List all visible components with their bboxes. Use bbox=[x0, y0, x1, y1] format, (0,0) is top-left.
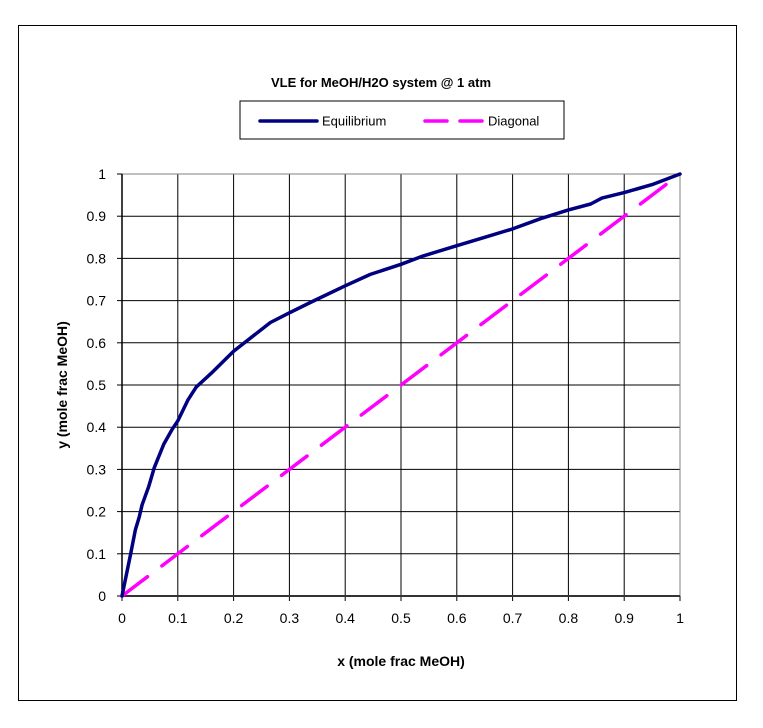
plot-area: 0 0.1 0.2 0.3 0.4 0.5 0.6 0.7 0.8 0.9 1 0 0.1 0.2 0.3 0… bbox=[87, 166, 685, 626]
legend-label: Equilibrium bbox=[322, 114, 386, 129]
y-tick-label: 0.1 bbox=[87, 546, 107, 562]
legend-label: Diagonal bbox=[488, 114, 539, 129]
y-tick-label: 0.3 bbox=[87, 461, 107, 477]
y-tick-label: 0.8 bbox=[87, 250, 107, 266]
legend: Equilibrium Diagonal bbox=[239, 100, 565, 140]
x-tick-label: 0.1 bbox=[168, 610, 188, 626]
x-tick-label: 0.7 bbox=[503, 610, 523, 626]
y-tick-label: 0.6 bbox=[87, 335, 107, 351]
chart: VLE for MeOH/H2O system @ 1 atm Equilibr… bbox=[54, 75, 685, 669]
legend-item-diagonal: Diagonal bbox=[423, 114, 539, 129]
axes bbox=[117, 173, 681, 601]
series-line-equilibrium bbox=[120, 172, 682, 598]
y-tick-label: 0.7 bbox=[87, 293, 107, 309]
y-tick-label: 1 bbox=[98, 166, 106, 182]
y-axis-title: y (mole frac MeOH) bbox=[54, 321, 70, 449]
y-tick-label: 0 bbox=[98, 588, 106, 604]
y-tick-label: 0.5 bbox=[87, 377, 107, 393]
x-tick-label: 0 bbox=[118, 610, 126, 626]
x-tick-label: 0.3 bbox=[280, 610, 300, 626]
x-tick-label: 0.6 bbox=[447, 610, 467, 626]
chart-title: VLE for MeOH/H2O system @ 1 atm bbox=[271, 75, 491, 90]
y-tick-label: 0.4 bbox=[87, 419, 107, 435]
x-tick-label: 0.8 bbox=[559, 610, 579, 626]
legend-item-equilibrium: Equilibrium bbox=[258, 114, 386, 129]
x-axis-title: x (mole frac MeOH) bbox=[337, 653, 465, 669]
x-tick-label: 1 bbox=[676, 610, 684, 626]
y-tick-label: 0.2 bbox=[87, 504, 107, 520]
x-tick-label: 0.4 bbox=[335, 610, 355, 626]
x-tick-label: 0.5 bbox=[391, 610, 411, 626]
series-line-diagonal bbox=[120, 172, 682, 598]
data-series bbox=[120, 172, 682, 598]
x-tick-label: 0.2 bbox=[224, 610, 244, 626]
chart-frame: VLE for MeOH/H2O system @ 1 atm Equilibr… bbox=[18, 25, 737, 701]
tick-labels: 0 0.1 0.2 0.3 0.4 0.5 0.6 0.7 0.8 0.9 1 0 0.1 0.2 0.3 0… bbox=[87, 166, 685, 626]
y-tick-label: 0.9 bbox=[87, 208, 107, 224]
x-tick-label: 0.9 bbox=[614, 610, 634, 626]
